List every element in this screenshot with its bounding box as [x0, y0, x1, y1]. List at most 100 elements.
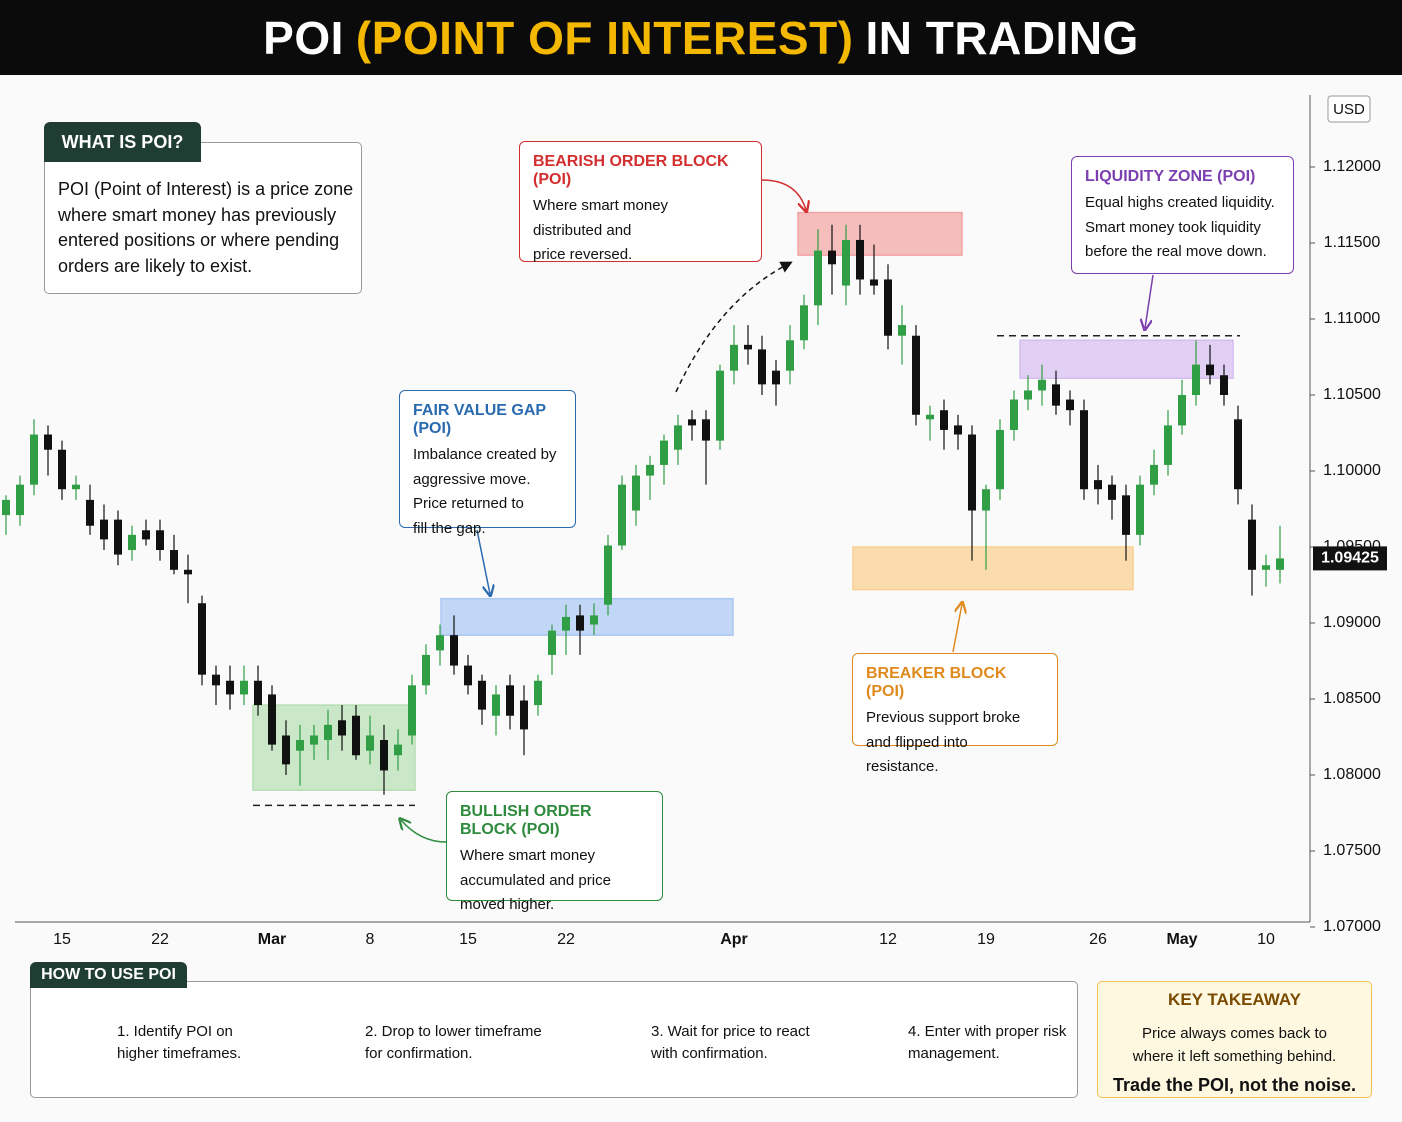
- callout-line: and flipped into resistance.: [866, 733, 968, 776]
- step: 4. Enter with proper risk management.: [908, 1021, 1066, 1065]
- x-tick-label: 8: [366, 931, 375, 948]
- callout-line: Where smart money: [460, 847, 596, 864]
- arrow: [1145, 274, 1154, 328]
- candle-body: [884, 279, 892, 336]
- callout-title: BEARISH ORDER BLOCK (POI): [533, 153, 729, 188]
- intro-line: where smart money has previously: [58, 204, 337, 225]
- callout-line: accumulated and price: [460, 871, 611, 889]
- poi-zone: [252, 704, 416, 791]
- x-tick-label: 26: [1089, 931, 1107, 948]
- candle-body: [926, 414, 934, 420]
- currency-label: USD: [1333, 101, 1365, 118]
- candle-body: [590, 615, 598, 625]
- candle-body: [142, 530, 150, 540]
- arrow: [401, 820, 447, 843]
- candle-body: [1010, 399, 1018, 430]
- y-tick-label: 1.12000: [1323, 158, 1381, 175]
- candle-body: [870, 279, 878, 286]
- step-line: higher timeframes.: [117, 1045, 242, 1062]
- candle-body: [604, 545, 612, 605]
- candle-body: [1136, 484, 1144, 535]
- candle-body: [212, 674, 220, 686]
- candle-body: [352, 715, 360, 756]
- candle-body: [576, 615, 584, 631]
- takeaway-title: KEY TAKEAWAY: [1168, 990, 1301, 1009]
- callout-line: fill the gap.: [413, 519, 486, 537]
- candle-body: [1024, 390, 1032, 400]
- title-part: IN TRADING: [865, 11, 1139, 64]
- candle-body: [478, 680, 486, 710]
- callout-title: FAIR VALUE GAP (POI): [413, 402, 546, 437]
- candle-body: [16, 484, 24, 516]
- takeaway-emphasis: Trade the POI, not the noise.: [1112, 1075, 1357, 1095]
- candle-body: [828, 250, 836, 265]
- takeaway-line: where it left something behind.: [1132, 1048, 1337, 1065]
- y-tick-label: 1.08500: [1323, 690, 1381, 707]
- candle-body: [30, 434, 38, 485]
- x-tick-label: 19: [977, 931, 995, 948]
- poi-zone: [440, 597, 734, 636]
- candle-body: [940, 410, 948, 430]
- callout-title: LIQUIDITY ZONE (POI): [1085, 168, 1256, 185]
- candle-body: [394, 744, 402, 756]
- candle-body: [296, 740, 304, 751]
- x-tick-label: May: [1166, 931, 1197, 948]
- x-tick-label: 22: [151, 931, 169, 948]
- candle-body: [114, 519, 122, 555]
- candle-body: [1052, 384, 1060, 406]
- candle-body: [324, 724, 332, 741]
- candle-body: [744, 344, 752, 350]
- y-tick-label: 1.08000: [1323, 766, 1381, 783]
- candle-body: [842, 239, 850, 286]
- candle-body: [562, 616, 570, 631]
- candle-body: [72, 484, 80, 490]
- step-line: management.: [908, 1045, 1000, 1062]
- last-price-tag: [1313, 546, 1387, 571]
- intro-title: WHAT IS POI?: [44, 122, 201, 162]
- callout: BREAKER BLOCK (POI) Previous support brok…: [852, 653, 1058, 775]
- candle-body: [968, 434, 976, 511]
- x-tick-label: 10: [1257, 931, 1275, 948]
- candle-body: [800, 305, 808, 341]
- arrow: [761, 179, 806, 210]
- callout: LIQUIDITY ZONE (POI) Equal highs created …: [1071, 156, 1294, 274]
- candle-body: [618, 484, 626, 546]
- candle-body: [688, 419, 696, 426]
- step-line: 4. Enter with proper risk: [908, 1023, 1067, 1040]
- candle-body: [156, 530, 164, 551]
- x-tick-label: 22: [557, 931, 575, 948]
- candle-body: [982, 489, 990, 511]
- candle-body: [1262, 565, 1270, 570]
- callout-line: distributed and: [533, 221, 632, 239]
- candle-body: [1122, 495, 1130, 535]
- title-bar: POI (POINT OF INTEREST) IN TRADING: [0, 0, 1402, 75]
- how-to-box: [30, 981, 1078, 1098]
- candle-body: [534, 680, 542, 706]
- callout: FAIR VALUE GAP (POI) Imbalance created by…: [399, 390, 576, 537]
- y-tick-label: 1.11500: [1324, 234, 1381, 251]
- x-tick-label: Mar: [258, 931, 286, 948]
- step-line: 2. Drop to lower timeframe: [365, 1023, 542, 1040]
- callout-line: Equal highs created liquidity.: [1085, 194, 1275, 211]
- candle-body: [758, 349, 766, 385]
- callout-line: Imbalance created by: [413, 446, 557, 463]
- candle-body: [786, 340, 794, 371]
- candle-body: [1080, 410, 1088, 490]
- candle-body: [674, 425, 682, 450]
- candle-body: [450, 635, 458, 666]
- callout-line: Price returned to: [413, 495, 524, 512]
- candle-body: [268, 694, 276, 745]
- arrow: [952, 604, 962, 653]
- x-tick-label: Apr: [720, 931, 748, 948]
- candle-body: [912, 335, 920, 415]
- x-tick-label: 12: [879, 931, 897, 948]
- candle-body: [1234, 419, 1242, 490]
- candle-body: [464, 665, 472, 686]
- intro-line: POI (Point of Interest) is a price zone: [58, 179, 354, 199]
- candle-body: [408, 685, 416, 736]
- candle-body: [506, 685, 514, 716]
- intro-box: POI (Point of Interest) is a price zone w…: [44, 142, 362, 294]
- candle-body: [716, 370, 724, 441]
- how-to-title: HOW TO USE POI: [30, 962, 187, 988]
- title-highlight: (POINT OF INTEREST): [355, 11, 854, 64]
